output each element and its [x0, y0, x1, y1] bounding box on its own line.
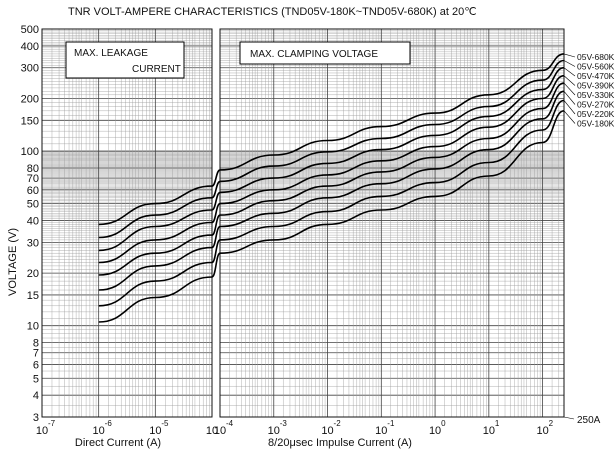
series-label-leader — [563, 82, 576, 96]
clamping-box — [239, 41, 411, 65]
series-label: 05V-680K — [577, 52, 615, 62]
series-line-05v-390k — [98, 74, 565, 264]
y-tick-label: 200 — [21, 93, 39, 105]
y-tick-label: 80 — [27, 163, 39, 175]
x-tick-label-right-exponent: -3 — [280, 419, 288, 428]
y-tick-label: 3 — [33, 412, 39, 424]
end-annotation: 250A — [577, 415, 601, 426]
x-tick-label-right-exponent: 0 — [441, 419, 446, 428]
x-tick-label-right: 10 — [321, 425, 333, 437]
series-line-05v-470k — [98, 66, 565, 252]
grid-left-panel — [41, 28, 212, 418]
grid-right-panel — [219, 28, 565, 418]
y-tick-label: 300 — [21, 63, 39, 75]
y-tick-label: 400 — [21, 41, 39, 53]
y-tick-label: 10 — [27, 321, 39, 333]
series-label: 05V-270K — [577, 100, 615, 110]
series-curves — [98, 53, 565, 323]
series-line-05v-220k — [98, 99, 565, 307]
series-line-05v-330k — [98, 82, 565, 276]
series-label: 05V-470K — [577, 71, 615, 81]
leakage-box-label: MAX. LEAKAGE — [74, 48, 148, 59]
y-tick-label: 5 — [33, 373, 39, 385]
y-tick-label: 70 — [27, 173, 39, 185]
series-line-05v-680k — [98, 53, 565, 226]
y-tick-label: 15 — [27, 290, 39, 302]
x-axis-label-right: 8/20μsec Impulse Current (A) — [268, 437, 412, 449]
series-label: 05V-560K — [577, 62, 615, 72]
y-tick-label: 150 — [21, 115, 39, 127]
x-tick-label-right: 10 — [375, 425, 387, 437]
x-tick-label-left: 10 — [206, 425, 218, 437]
x-tick-label-right: 10 — [214, 425, 226, 437]
x-tick-label-right: 10 — [483, 425, 495, 437]
series-label-leader — [563, 91, 576, 105]
series-line-05v-560k — [98, 59, 565, 239]
x-tick-label-right: 10 — [536, 425, 548, 437]
x-tick-label-left: 10 — [149, 425, 161, 437]
left-panel-frame — [41, 28, 213, 418]
series-label-leader — [563, 60, 576, 67]
leakage-box — [65, 41, 185, 79]
x-tick-label-right-exponent: 2 — [549, 419, 554, 428]
x-tick-label-right-exponent: 1 — [495, 419, 500, 428]
x-tick-label-right: 10 — [429, 425, 441, 437]
x-tick-label-left-exponent: -6 — [105, 419, 113, 428]
y-tick-label: 20 — [27, 268, 39, 280]
panel-box-labels: MAX. LEAKAGE CURRENT MAX. CLAMPING VOLTAGE — [65, 41, 411, 79]
chart-title: TNR VOLT-AMPERE CHARACTERISTICS (TND05V-… — [68, 6, 477, 18]
clamping-box-label: MAX. CLAMPING VOLTAGE — [250, 49, 378, 60]
y-tick-label: 50 — [27, 199, 39, 211]
x-tick-label-left-exponent: -5 — [161, 419, 169, 428]
y-tick-label: 4 — [33, 390, 39, 402]
y-tick-label: 100 — [21, 146, 39, 158]
series-label: 05V-390K — [577, 81, 615, 91]
y-tick-label: 8 — [33, 338, 39, 350]
x-tick-label-left: 10 — [93, 425, 105, 437]
y-tick-label: 60 — [27, 185, 39, 197]
x-axis-label-left: Direct Current (A) — [75, 437, 161, 449]
leakage-box-label: CURRENT — [132, 64, 181, 75]
y-tick-label: 40 — [27, 216, 39, 228]
series-label: 05V-330K — [577, 90, 615, 100]
y-tick-label: 7 — [33, 348, 39, 360]
x-tick-label-left-exponent: -7 — [48, 419, 56, 428]
right-panel-frame — [219, 28, 565, 418]
x-tick-label-right-exponent: -2 — [334, 419, 342, 428]
series-label-leader — [563, 53, 576, 58]
series-label-leader — [563, 75, 576, 86]
series-label: 05V-220K — [577, 109, 615, 119]
series-line-05v-180k — [98, 110, 565, 323]
y-tick-label: 500 — [21, 24, 39, 36]
y-tick-label: 6 — [33, 359, 39, 371]
series-label: 05V-180K — [577, 119, 615, 129]
x-tick-label-right-exponent: -1 — [387, 419, 395, 428]
series-label-leader — [563, 100, 576, 115]
end-annotation-leader — [563, 416, 575, 420]
y-tick-label: 30 — [27, 237, 39, 249]
y-axis-label: VOLTAGE (V) — [7, 228, 19, 296]
series-labels: 05V-680K05V-560K05V-470K05V-390K05V-330K… — [563, 52, 615, 426]
x-tick-label-right-exponent: -4 — [226, 419, 234, 428]
x-tick-label-left: 10 — [36, 425, 48, 437]
x-tick-label-right: 10 — [268, 425, 280, 437]
series-line-05v-270k — [98, 90, 565, 291]
series-label-leader — [563, 110, 576, 124]
series-label-leader — [563, 67, 576, 77]
